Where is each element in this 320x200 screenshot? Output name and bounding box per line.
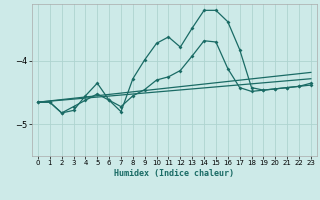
X-axis label: Humidex (Indice chaleur): Humidex (Indice chaleur) [115, 169, 234, 178]
